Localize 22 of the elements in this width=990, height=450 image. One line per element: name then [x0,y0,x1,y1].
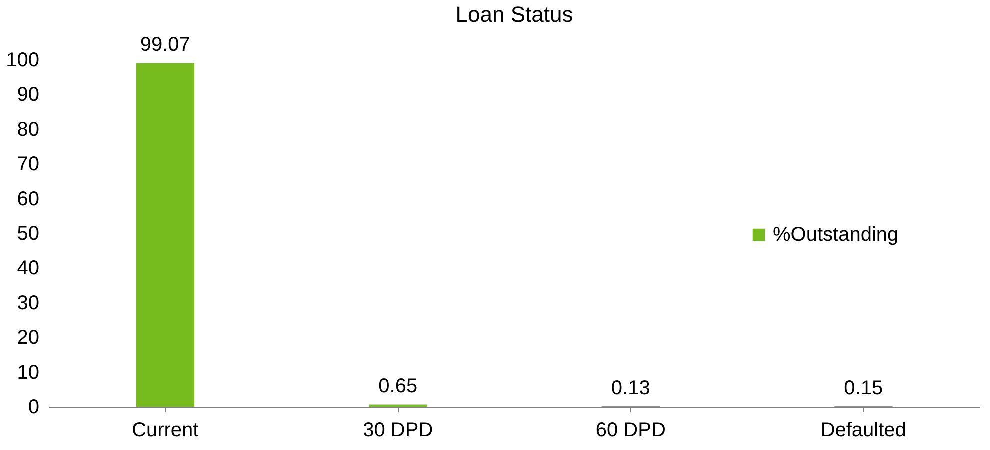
x-tick-label: Defaulted [820,420,906,442]
x-tick-label: 30 DPD [363,420,434,442]
y-tick-label: 10 [17,362,40,384]
y-tick-label: 90 [17,84,40,106]
x-tick-label: 60 DPD [596,420,666,442]
y-tick-label: 70 [17,154,40,176]
y-tick-label: 40 [17,258,40,280]
y-tick-label: 50 [17,223,40,245]
data-label: 0.65 [378,376,418,398]
bar [136,63,194,407]
data-label: 99.07 [140,34,190,56]
y-tick-label: 60 [17,188,40,210]
y-tick-label: 100 [6,50,40,72]
y-tick-label: 80 [17,118,40,141]
chart-title: Loan Status [456,2,574,28]
legend-label: %Outstanding [773,224,899,246]
data-label: 0.13 [611,378,650,400]
y-tick-label: 20 [17,327,40,350]
data-label: 0.15 [844,377,884,400]
y-tick-label: 30 [17,292,40,314]
x-tick-label: Current [132,420,200,442]
y-tick-label: 0 [28,396,40,418]
